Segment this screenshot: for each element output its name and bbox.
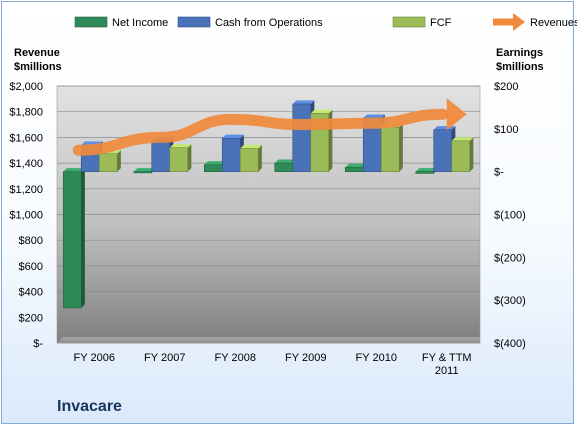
category-label: FY 2007 bbox=[144, 352, 185, 364]
category-label-line: FY 2008 bbox=[215, 352, 256, 364]
legend-label: Net Income bbox=[112, 17, 168, 29]
bar-top bbox=[345, 163, 367, 168]
bar-top bbox=[433, 126, 456, 130]
category-label: FY 2008 bbox=[215, 352, 256, 364]
category-label: FY 2009 bbox=[285, 352, 326, 364]
bar-top bbox=[63, 168, 85, 172]
right-axis-tick-label: $(400) bbox=[494, 338, 526, 350]
bar-front bbox=[380, 126, 400, 172]
category-label-line: FY 2009 bbox=[285, 352, 326, 364]
left-axis-tick-label: $2,000 bbox=[9, 81, 43, 93]
legend-swatch bbox=[74, 16, 108, 28]
category-label: FY & TTM 2011 bbox=[422, 352, 472, 377]
bar-front bbox=[451, 140, 471, 172]
bar-front bbox=[274, 162, 294, 172]
right-axis-title-line-1: Earnings bbox=[496, 47, 544, 59]
category-label-line: FY & TTM bbox=[422, 352, 472, 364]
bar-front bbox=[151, 140, 171, 172]
left-axis-tick-label: $1,600 bbox=[9, 132, 43, 144]
category-label-line: FY 2007 bbox=[144, 352, 185, 364]
legend-label: FCF bbox=[430, 17, 452, 29]
bar-fcf bbox=[169, 144, 192, 172]
left-axis-title-line-1: Revenue bbox=[14, 47, 60, 59]
right-axis-title-line-2: $millions bbox=[496, 61, 544, 73]
right-axis-title: Earnings $millions bbox=[496, 46, 544, 74]
left-axis-title: Revenue $millions bbox=[14, 46, 62, 74]
bar-front bbox=[169, 147, 189, 172]
bar-side bbox=[469, 137, 474, 172]
bar-top bbox=[292, 100, 315, 104]
bar-front bbox=[221, 137, 241, 172]
legend-swatch-arrow bbox=[513, 13, 525, 31]
bar-net-income bbox=[62, 168, 85, 309]
bar-top bbox=[133, 168, 156, 172]
left-axis-title-line-2: $millions bbox=[14, 61, 62, 73]
bar-side bbox=[258, 144, 262, 172]
category-label-line: 2011 bbox=[435, 365, 459, 377]
left-axis-tick-label: $1,000 bbox=[9, 210, 43, 222]
bar-front bbox=[292, 103, 312, 172]
bar-front bbox=[62, 171, 82, 309]
left-axis-tick-label: $1,800 bbox=[9, 107, 43, 119]
bar-top bbox=[415, 168, 438, 172]
right-axis-tick-label: $(300) bbox=[494, 295, 526, 307]
legend-swatch bbox=[493, 18, 515, 26]
left-axis-tick-label: $1,200 bbox=[9, 184, 43, 196]
right-axis-tick-label: $200 bbox=[494, 81, 518, 93]
left-axis-tick-label: $- bbox=[33, 338, 43, 350]
bar-front bbox=[98, 153, 118, 172]
bar-fcf bbox=[451, 137, 474, 172]
bar-side bbox=[117, 150, 121, 172]
bar-side bbox=[399, 123, 403, 172]
plot-floor bbox=[57, 337, 480, 343]
bar-top bbox=[204, 161, 226, 165]
bar-top bbox=[363, 114, 385, 119]
left-axis-tick-label: $200 bbox=[19, 312, 43, 324]
bar-top bbox=[240, 144, 262, 149]
revenues-arrowhead bbox=[446, 98, 467, 131]
bar-top bbox=[169, 144, 192, 148]
bar-front bbox=[133, 171, 153, 174]
bar-top bbox=[222, 134, 244, 139]
revenues-line bbox=[72, 108, 449, 156]
legend-item-fcf: FCF bbox=[392, 16, 452, 29]
bar-fcf bbox=[380, 123, 403, 172]
category-label-line: FY 2010 bbox=[356, 352, 397, 364]
right-axis-tick-label: $- bbox=[494, 167, 504, 179]
legend-label: Cash from Operations bbox=[215, 17, 323, 29]
category-label: FY 2006 bbox=[74, 352, 115, 364]
legend-swatch bbox=[392, 16, 426, 28]
left-axis-tick-label: $800 bbox=[19, 235, 43, 247]
bar-front bbox=[433, 129, 453, 172]
left-axis-tick-label: $600 bbox=[19, 261, 43, 273]
bar-front bbox=[203, 164, 223, 172]
bar-side bbox=[81, 168, 85, 308]
right-axis-tick-label: $(200) bbox=[494, 252, 526, 264]
category-label-line: FY 2006 bbox=[74, 352, 115, 364]
bar-top bbox=[274, 159, 297, 164]
bar-side bbox=[187, 144, 192, 172]
chart-title: Invacare bbox=[57, 398, 122, 415]
legend-item-revenues: Revenues bbox=[493, 13, 577, 31]
bar-top bbox=[310, 109, 333, 114]
bar-front bbox=[344, 167, 364, 172]
bar-fcf bbox=[239, 144, 262, 172]
bar-top bbox=[451, 137, 474, 141]
legend-item-cash-from-operations: Cash from Operations bbox=[177, 16, 323, 29]
right-axis-tick-label: $100 bbox=[494, 124, 518, 136]
left-axis-tick-label: $400 bbox=[19, 287, 43, 299]
legend-label: Revenues bbox=[530, 17, 577, 29]
category-label: FY 2010 bbox=[356, 352, 397, 364]
left-axis-tick-label: $1,400 bbox=[9, 158, 43, 170]
legend-swatch bbox=[177, 16, 211, 28]
bar-front bbox=[415, 171, 435, 174]
legend-item-net-income: Net Income bbox=[74, 16, 168, 29]
bar-front bbox=[239, 148, 259, 172]
right-axis-tick-label: $(100) bbox=[494, 210, 526, 222]
